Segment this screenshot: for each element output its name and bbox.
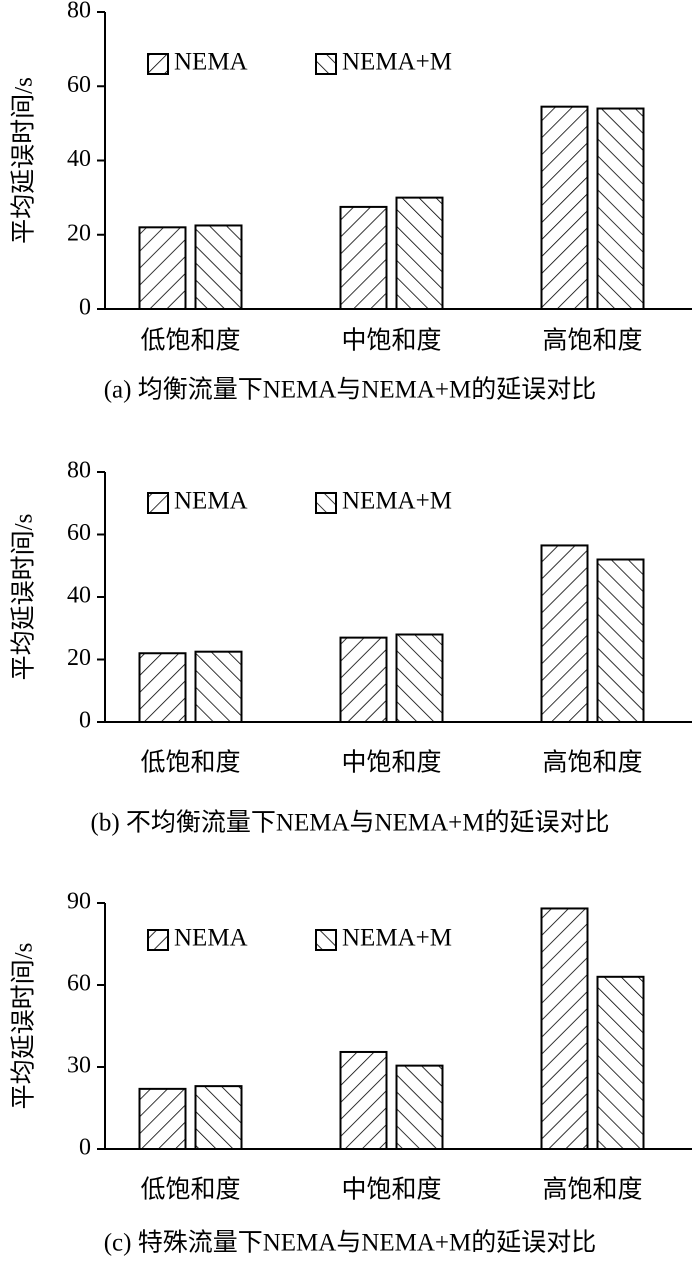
bar [138, 652, 187, 723]
legend-swatch [147, 53, 169, 75]
x-tick-label: 中饱和度 [341, 327, 441, 355]
legend-swatch [315, 929, 337, 951]
legend-swatch [315, 492, 337, 514]
legend-label: NEMA+M [342, 49, 452, 76]
y-tick-label: 60 [67, 520, 91, 546]
bar [395, 1064, 444, 1150]
bar [138, 226, 187, 310]
bar [339, 636, 388, 723]
y-tick-label: 60 [67, 971, 91, 997]
bar [596, 975, 645, 1150]
bar [395, 633, 444, 723]
bar [540, 907, 589, 1151]
bar [339, 205, 388, 310]
y-axis-label: 平均延误时间/s [10, 77, 38, 244]
y-tick-label: 40 [67, 146, 91, 172]
y-tick-label: 60 [67, 72, 91, 98]
y-tick-label: 20 [67, 645, 91, 671]
chart-title: (c) 特殊流量下NEMA与NEMA+M的延误对比 [104, 1229, 597, 1257]
y-tick-label: 30 [67, 1053, 91, 1079]
bar [194, 650, 243, 723]
x-tick-label: 高饱和度 [542, 327, 642, 355]
x-tick-label: 低饱和度 [140, 327, 240, 355]
x-tick-label: 低饱和度 [140, 1176, 240, 1204]
legend-label: NEMA+M [342, 925, 452, 952]
bar [339, 1050, 388, 1151]
legend-label: NEMA [174, 488, 248, 515]
y-tick-label: 20 [67, 220, 91, 246]
y-tick-label: 0 [79, 1135, 91, 1161]
y-tick-label: 0 [79, 708, 91, 734]
bar [540, 105, 589, 310]
legend-swatch [147, 492, 169, 514]
y-tick-label: 80 [67, 0, 91, 24]
y-tick-label: 0 [79, 295, 91, 321]
bar [194, 1085, 243, 1150]
bar [138, 1087, 187, 1151]
legend-label: NEMA [174, 925, 248, 952]
bar [395, 196, 444, 310]
chart-title: (a) 均衡流量下NEMA与NEMA+M的延误对比 [104, 376, 597, 404]
bar [596, 107, 645, 311]
bar [194, 224, 243, 310]
legend-label: NEMA [174, 49, 248, 76]
legend-swatch [315, 53, 337, 75]
x-tick-label: 中饱和度 [341, 1176, 441, 1204]
y-axis-label: 平均延误时间/s [10, 514, 38, 681]
bar [540, 544, 589, 723]
bar [596, 558, 645, 723]
x-tick-label: 高饱和度 [542, 749, 642, 777]
x-tick-label: 中饱和度 [341, 749, 441, 777]
x-tick-label: 低饱和度 [140, 749, 240, 777]
y-tick-label: 80 [67, 458, 91, 484]
y-tick-label: 40 [67, 583, 91, 609]
y-tick-label: 90 [67, 889, 91, 915]
legend-label: NEMA+M [342, 488, 452, 515]
y-axis-label: 平均延误时间/s [10, 943, 38, 1110]
x-tick-label: 高饱和度 [542, 1176, 642, 1204]
legend-swatch [147, 929, 169, 951]
chart-title: (b) 不均衡流量下NEMA与NEMA+M的延误对比 [91, 809, 610, 837]
